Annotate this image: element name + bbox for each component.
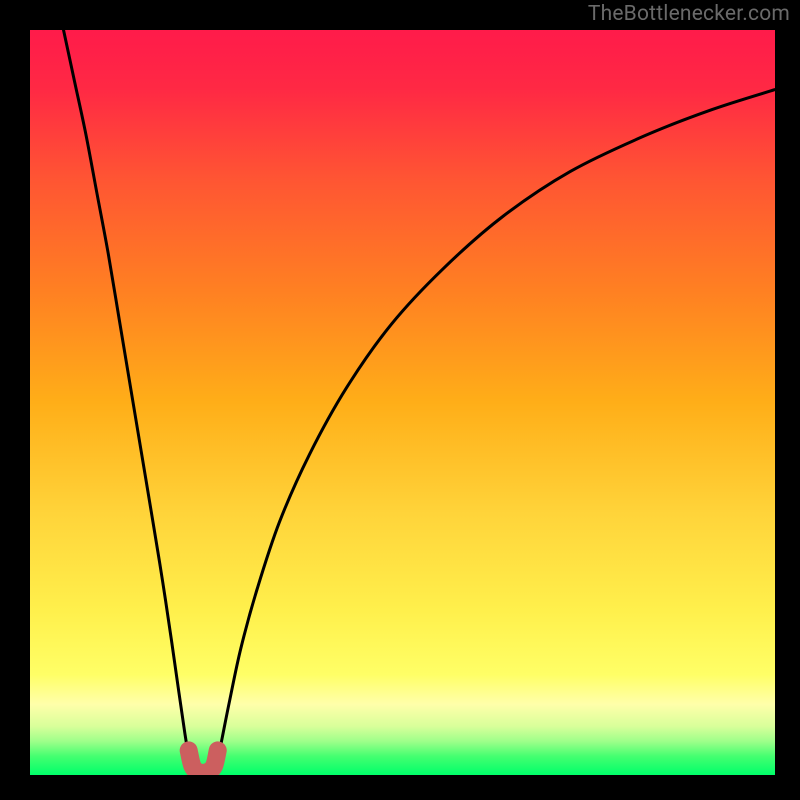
plot-area (30, 30, 775, 775)
watermark-text: TheBottlenecker.com (588, 2, 790, 26)
figure-root: TheBottlenecker.com (0, 0, 800, 800)
plot-svg (30, 30, 775, 775)
gradient-background (30, 30, 775, 775)
